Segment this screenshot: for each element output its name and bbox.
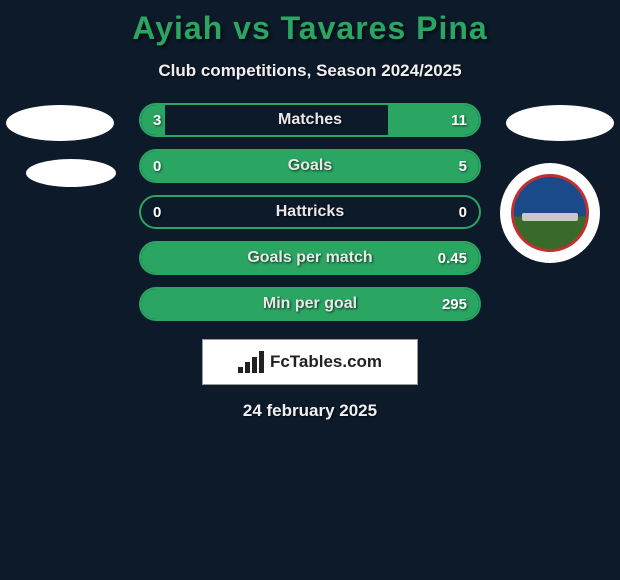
stat-right-value: 295 [442, 296, 467, 313]
brand-text: FcTables.com [270, 352, 382, 372]
crest-icon [511, 174, 589, 252]
stat-row: 0Hattricks0 [139, 195, 481, 229]
stat-label: Hattricks [141, 203, 479, 221]
stat-right-value: 11 [451, 112, 467, 129]
comparison-card: Ayiah vs Tavares Pina Club competitions,… [0, 0, 620, 421]
stat-row: 0Goals5 [139, 149, 481, 183]
stat-rows: 3Matches110Goals50Hattricks0Goals per ma… [139, 103, 481, 321]
stat-right-value: 0.45 [438, 250, 467, 267]
stat-left-value: 0 [153, 204, 161, 221]
right-team-crest [500, 163, 600, 263]
stat-bar-right [141, 151, 479, 181]
subtitle: Club competitions, Season 2024/2025 [158, 61, 461, 81]
stat-bar-right [141, 243, 479, 273]
stat-right-value: 0 [459, 204, 467, 221]
brand-chart-icon [238, 351, 264, 373]
brand-box: FcTables.com [202, 339, 418, 385]
stats-area: 3Matches110Goals50Hattricks0Goals per ma… [0, 103, 620, 421]
stat-row: 3Matches11 [139, 103, 481, 137]
date-line: 24 february 2025 [0, 401, 620, 421]
stat-left-value: 0 [153, 158, 161, 175]
stat-left-value: 3 [153, 112, 161, 129]
stat-row: Goals per match0.45 [139, 241, 481, 275]
page-title: Ayiah vs Tavares Pina [132, 10, 487, 47]
left-team-logo-2 [26, 159, 116, 187]
stat-row: Min per goal295 [139, 287, 481, 321]
stat-right-value: 5 [459, 158, 467, 175]
left-team-logo-1 [6, 105, 114, 141]
right-team-logo-1 [506, 105, 614, 141]
stat-bar-right [141, 289, 479, 319]
